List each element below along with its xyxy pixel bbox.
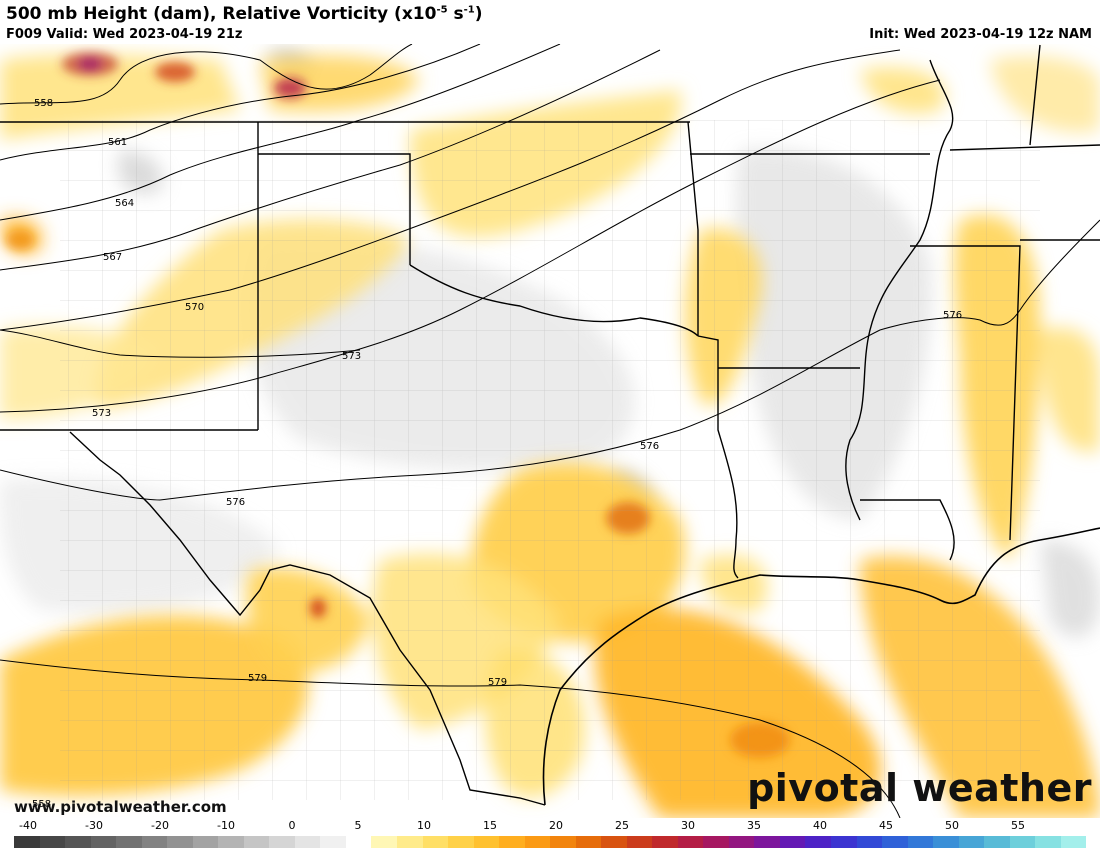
colorbar-swatch (805, 836, 831, 848)
contour-label: 561 (108, 137, 127, 148)
colorbar-swatch (269, 836, 295, 848)
colorbar-swatch (320, 836, 346, 848)
colorbar-tick: 50 (945, 819, 959, 832)
colorbar-swatch (831, 836, 857, 848)
colorbar-swatch (754, 836, 780, 848)
colorbar-swatch (1060, 836, 1087, 848)
colorbar-swatch (652, 836, 678, 848)
state-boundaries (0, 44, 1100, 806)
colorbar-tick: 35 (747, 819, 761, 832)
colorbar-tick: 45 (879, 819, 893, 832)
colorbar-swatch (448, 836, 474, 848)
colorbar-swatch (779, 836, 806, 848)
colorbar-swatch (984, 836, 1010, 848)
colorbar-swatch (907, 836, 934, 848)
colorbar-swatch (192, 836, 219, 848)
colorbar-swatch (422, 836, 449, 848)
contour-label: 579 (488, 677, 507, 688)
init-time: Init: Wed 2023-04-19 12z NAM (869, 27, 1092, 42)
contour-label: 579 (248, 673, 267, 684)
colorbar-swatch (1035, 836, 1061, 848)
colorbar-tick: 0 (288, 819, 296, 832)
colorbar-swatch (626, 836, 653, 848)
contour-label: 558 (34, 98, 53, 109)
contour-label: 564 (115, 198, 134, 209)
contour-label: 567 (103, 252, 122, 263)
colorbar-swatch (243, 836, 270, 848)
colorbar-swatch (575, 836, 602, 848)
height-contours (0, 44, 1100, 818)
colorbar-tick: -10 (217, 819, 235, 832)
brand-logo: pivotal weather (747, 766, 1092, 810)
colorbar-ticks: -40 -30 -20 -10 0 5 10 15 20 25 30 35 40… (0, 819, 1100, 833)
colorbar-swatch (371, 836, 397, 848)
colorbar-swatch (473, 836, 500, 848)
colorbar-swatch (882, 836, 908, 848)
colorbar-swatch (116, 836, 142, 848)
contour-labels: 558 561 564 567 570 573 573 576 576 576 … (32, 98, 962, 810)
colorbar-tick: -20 (151, 819, 169, 832)
colorbar-swatch (550, 836, 576, 848)
contour-label: 570 (185, 302, 204, 313)
chart-title: 500 mb Height (dam), Relative Vorticity … (6, 4, 483, 24)
colorbar-swatch (703, 836, 729, 848)
colorbar-swatch (524, 836, 551, 848)
colorbar-swatch (345, 836, 372, 848)
colorbar-swatch (933, 836, 959, 848)
contour-label: 576 (943, 310, 962, 321)
weather-map[interactable]: 558 561 564 567 570 573 573 576 576 576 … (0, 44, 1100, 818)
colorbar-swatch (677, 836, 704, 848)
colorbar-swatch (856, 836, 883, 848)
colorbar-tick: 55 (1011, 819, 1025, 832)
colorbar-swatch (65, 836, 91, 848)
colorbar-swatch (728, 836, 755, 848)
colorbar-swatch (396, 836, 423, 848)
valid-time: F009 Valid: Wed 2023-04-19 21z (6, 27, 243, 42)
colorbar-swatch (39, 836, 66, 848)
colorbar-tick: -30 (85, 819, 103, 832)
colorbar-tick: 10 (417, 819, 431, 832)
colorbar-tick: 15 (483, 819, 497, 832)
colorbar-swatch (218, 836, 244, 848)
colorbar-swatch (958, 836, 985, 848)
colorbar-tick: 20 (549, 819, 563, 832)
colorbar-tick: -40 (19, 819, 37, 832)
contour-label: 576 (226, 497, 245, 508)
colorbar-tick: 25 (615, 819, 629, 832)
gulf-coastline (542, 527, 1100, 806)
colorbar (14, 836, 1087, 848)
colorbar-swatch (90, 836, 117, 848)
colorbar-tick: 40 (813, 819, 827, 832)
colorbar-swatch (294, 836, 321, 848)
colorbar-swatch (601, 836, 627, 848)
county-boundaries (60, 120, 1040, 800)
colorbar-swatch (141, 836, 168, 848)
contour-label: 573 (92, 408, 111, 419)
colorbar-tick: 5 (354, 819, 362, 832)
contour-label: 573 (342, 351, 361, 362)
colorbar-swatch (1009, 836, 1036, 848)
colorbar-swatch (14, 836, 40, 848)
colorbar-swatch (167, 836, 193, 848)
source-url: www.pivotalweather.com (14, 798, 227, 816)
colorbar-swatch (499, 836, 525, 848)
contour-label: 576 (640, 441, 659, 452)
contour-label: 558 (32, 799, 51, 810)
colorbar-tick: 30 (681, 819, 695, 832)
